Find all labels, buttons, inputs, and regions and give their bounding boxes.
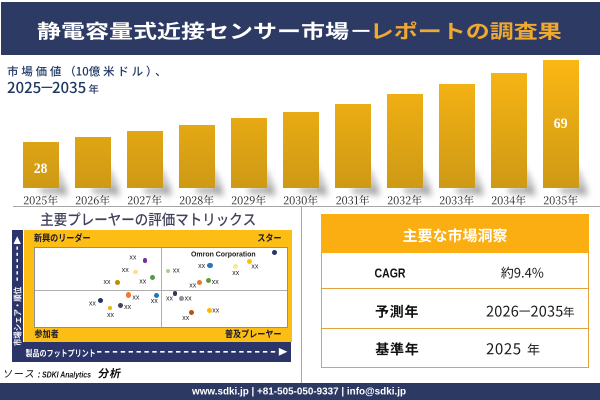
- svg-text:CAGR: CAGR: [375, 266, 406, 281]
- svg-text:xx: xx: [198, 263, 206, 270]
- svg-text:28: 28: [34, 161, 48, 177]
- svg-text:xx: xx: [89, 301, 97, 308]
- svg-text:xx: xx: [232, 270, 240, 277]
- svg-text:xx: xx: [189, 283, 197, 290]
- svg-text:xx: xx: [212, 279, 220, 286]
- svg-text:xx: xx: [129, 255, 137, 262]
- svg-text:SDKI Analytics: SDKI Analytics: [42, 369, 91, 379]
- svg-text:xx: xx: [107, 312, 115, 319]
- svg-text:xx: xx: [251, 264, 259, 271]
- svg-text:xx: xx: [139, 279, 147, 286]
- svg-text:www.sdki.jp | +81-505-050-9337: www.sdki.jp | +81-505-050-9337 | info@sd…: [191, 387, 406, 398]
- svg-text:xx: xx: [166, 296, 174, 303]
- svg-text:xx: xx: [173, 268, 181, 275]
- svg-text:xx: xx: [124, 304, 132, 311]
- svg-text:xx: xx: [122, 267, 130, 274]
- svg-text:xx: xx: [185, 296, 193, 303]
- svg-text:xx: xx: [151, 298, 159, 305]
- svg-text:Omron Corporation: Omron Corporation: [191, 249, 256, 258]
- svg-text::: :: [38, 369, 41, 379]
- svg-text:69: 69: [554, 116, 568, 132]
- svg-text:xx: xx: [132, 295, 140, 302]
- svg-text:xx: xx: [182, 315, 190, 322]
- svg-text:xx: xx: [104, 279, 112, 286]
- svg-text:xx: xx: [212, 308, 220, 315]
